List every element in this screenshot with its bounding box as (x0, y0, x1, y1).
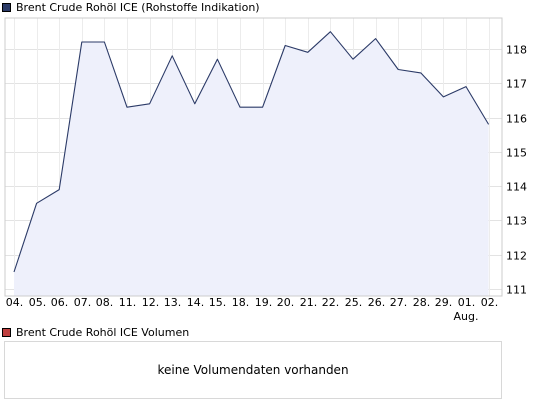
x-tick-label: 11. (119, 296, 137, 309)
plot-border (4, 17, 503, 297)
series-line (13, 31, 490, 273)
x-tick-label: 14. (187, 296, 205, 309)
x-tick-label: 29. (435, 296, 453, 309)
x-month-label: Aug. (454, 310, 479, 323)
x-tick-label: 25. (345, 296, 363, 309)
x-tick-label: 15. (209, 296, 227, 309)
legend-volume-swatch (2, 327, 11, 337)
x-tick-label: 05. (29, 296, 47, 309)
x-tick-label: 07. (74, 296, 92, 309)
legend-price-swatch (2, 2, 11, 12)
x-tick-label: 21. (300, 296, 318, 309)
x-tick-label: 28. (413, 296, 431, 309)
y-tick-label: 114 (506, 181, 527, 194)
x-tick-label: 06. (51, 296, 69, 309)
legend-price-label: Brent Crude Rohöl ICE (Rohstoffe Indikat… (16, 0, 260, 14)
x-tick-label: 18. (232, 296, 250, 309)
x-tick-label: 27. (390, 296, 408, 309)
x-tick-label: 04. (6, 296, 24, 309)
legend-volume: Brent Crude Rohöl ICE Volumen (2, 325, 189, 339)
y-tick-label: 116 (506, 113, 527, 126)
y-tick-label: 112 (506, 250, 527, 263)
x-tick-label: 13. (164, 296, 182, 309)
x-tick-label: 02. (481, 296, 499, 309)
y-tick-label: 118 (506, 44, 527, 57)
x-tick-label: 12. (142, 296, 160, 309)
y-tick-label: 113 (506, 215, 527, 228)
y-tick-label: 115 (506, 147, 527, 160)
y-tick-label: 117 (506, 78, 527, 91)
legend-volume-label: Brent Crude Rohöl ICE Volumen (16, 325, 190, 339)
price-chart: 111 112 113 114 115 116 117 118 04. 05. 06. 07. 08. 1… (4, 17, 527, 323)
x-tick-label: 22. (322, 296, 340, 309)
x-tick-label: 08. (96, 296, 114, 309)
x-tick-label: 20. (277, 296, 295, 309)
volume-message: keine Volumendaten vorhanden (157, 363, 349, 377)
series-area (14, 31, 489, 296)
x-tick-label: 19. (255, 296, 273, 309)
x-tick-label: 26. (368, 296, 386, 309)
volume-panel: keine Volumendaten vorhanden (4, 341, 502, 399)
x-tick-label: 01. (458, 296, 476, 309)
y-tick-label: 111 (506, 284, 527, 297)
legend-price: Brent Crude Rohöl ICE (Rohstoffe Indikat… (2, 0, 260, 14)
